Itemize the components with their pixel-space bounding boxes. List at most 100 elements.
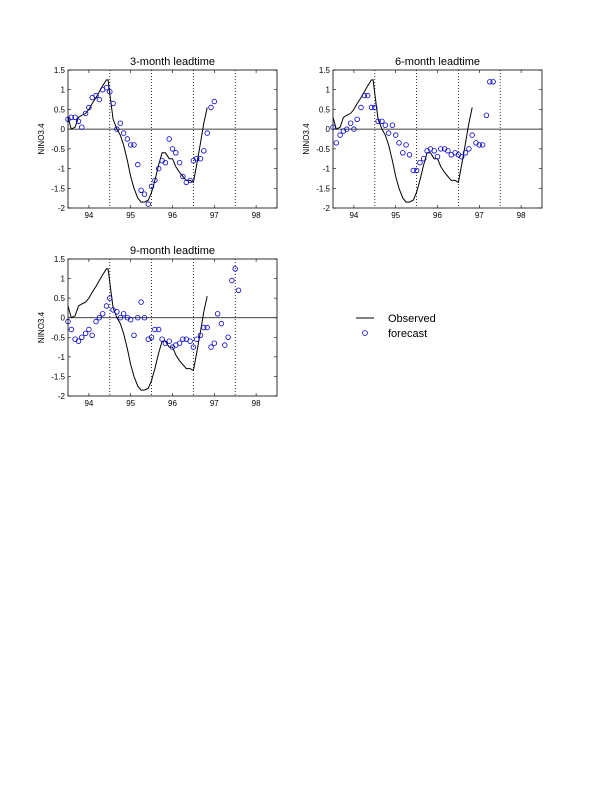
forecast-point	[358, 104, 364, 111]
forecast-point	[159, 336, 165, 342]
observed-series-line	[67, 79, 208, 203]
chart-panel-6-month: 6-month leadtime NINO3.4 1.5 1 0.5 0 -0.5 -1 -1.…	[302, 56, 543, 220]
y-tick-label: -0.5	[316, 145, 330, 154]
forecast-point	[103, 84, 110, 91]
forecast-point	[68, 326, 74, 333]
forecast-point	[445, 148, 451, 154]
y-tick-label: -1.5	[316, 184, 330, 193]
forecast-point	[431, 148, 437, 154]
chart-title: 3-month leadtime	[130, 56, 215, 68]
y-tick-label: -1	[323, 165, 331, 174]
forecast-point	[193, 155, 200, 162]
forecast-point	[141, 191, 148, 197]
y-tick-label: 1	[61, 275, 66, 284]
forecast-point	[82, 110, 89, 117]
forecast-point	[72, 114, 78, 120]
forecast-point	[385, 130, 392, 136]
x-tick-label: 94	[349, 211, 358, 220]
x-tick-label: 98	[252, 211, 261, 220]
forecast-point	[155, 165, 162, 172]
y-tick-label: 1	[326, 86, 331, 95]
forecast-point	[180, 336, 186, 342]
forecast-point	[127, 142, 134, 148]
forecast-point	[379, 118, 385, 124]
forecast-point	[79, 124, 85, 130]
forecast-point	[117, 120, 123, 126]
forecast-point	[190, 344, 197, 350]
forecast-point	[421, 155, 427, 162]
forecast-point	[438, 146, 444, 152]
forecast-point	[79, 334, 85, 340]
forecast-point	[479, 142, 486, 148]
forecast-point	[354, 116, 360, 122]
forecast-point	[162, 159, 169, 166]
forecast-point	[211, 340, 217, 346]
y-tick-label: 1.5	[319, 66, 331, 75]
y-axis-label: NINO3.4	[37, 311, 46, 343]
forecast-point	[218, 320, 225, 327]
y-tick-label: -0.5	[51, 145, 65, 154]
legend-forecast-label: forecast	[388, 328, 427, 340]
forecast-point	[469, 132, 475, 138]
chart-title: 9-month leadtime	[130, 245, 215, 257]
forecast-point	[68, 114, 74, 120]
forecast-point	[75, 338, 82, 344]
forecast-point	[187, 177, 193, 184]
forecast-point	[176, 159, 183, 166]
y-tick-label: -0.5	[51, 333, 65, 342]
forecast-point	[466, 146, 472, 152]
forecast-point	[145, 201, 151, 207]
legend-forecast-marker	[362, 330, 368, 336]
y-tick-label: -2	[323, 204, 331, 213]
forecast-point	[114, 309, 120, 315]
y-tick-label: 0	[326, 125, 331, 134]
axes-frame	[332, 69, 543, 209]
forecast-point	[107, 88, 113, 95]
x-tick-label: 96	[433, 211, 442, 220]
chart-title: 6-month leadtime	[395, 56, 480, 68]
forecast-point	[396, 140, 402, 146]
legend: Observed forecast	[356, 313, 436, 340]
x-tick-label: 98	[252, 399, 261, 408]
chart-panel-9-month: 9-month leadtime NINO3.4 1.5 1 0.5 0 -0.5 -1 -1.…	[37, 245, 278, 408]
forecast-point	[75, 118, 82, 124]
forecast-point	[235, 287, 242, 293]
forecast-point	[169, 146, 176, 152]
forecast-point	[93, 318, 99, 325]
forecast-point	[89, 332, 95, 338]
x-tick-label: 97	[475, 211, 484, 220]
observed-series-line	[67, 268, 208, 391]
forecast-point	[131, 142, 137, 148]
forecast-point	[201, 148, 207, 154]
forecast-point	[152, 326, 158, 333]
forecast-point	[204, 130, 210, 136]
forecast-point	[372, 104, 378, 111]
x-tick-label: 96	[168, 399, 177, 408]
forecast-point	[204, 324, 210, 331]
forecast-point	[413, 167, 420, 174]
legend-observed-label: Observed	[388, 313, 436, 325]
forecast-point	[487, 79, 493, 85]
forecast-point	[400, 150, 406, 156]
forecast-point	[459, 153, 465, 160]
forecast-point	[208, 104, 214, 111]
x-tick-label: 98	[517, 211, 526, 220]
forecast-point	[351, 126, 357, 132]
forecast-point	[93, 92, 99, 99]
forecast-point	[197, 155, 204, 162]
forecast-point	[86, 104, 92, 111]
forecast-point	[417, 159, 423, 166]
y-axis-label: NINO3.4	[302, 123, 311, 155]
forecast-point	[333, 140, 339, 146]
axes-frame	[67, 69, 278, 209]
forecast-point	[117, 315, 123, 321]
forecast-point	[86, 326, 92, 333]
forecast-point	[148, 334, 155, 340]
forecast-point	[138, 187, 144, 193]
forecast-point	[393, 132, 399, 138]
forecast-point	[365, 92, 371, 99]
x-tick-label: 94	[84, 399, 93, 408]
forecast-point	[403, 142, 409, 148]
y-tick-label: 0	[61, 314, 66, 323]
